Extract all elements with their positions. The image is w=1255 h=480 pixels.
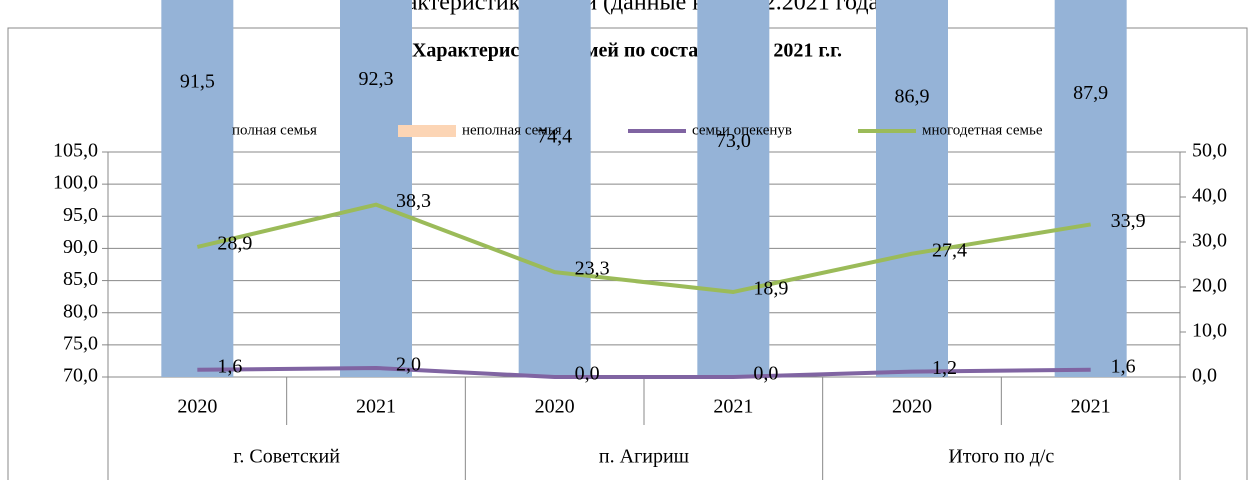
group-label: п. Агириш bbox=[599, 446, 690, 468]
bar bbox=[340, 0, 412, 377]
group-label: Итого по д/с bbox=[948, 446, 1054, 468]
line-value-label: 0,0 bbox=[575, 363, 600, 385]
y-tick-label: 70,0 bbox=[63, 365, 98, 387]
bar bbox=[518, 0, 591, 377]
x-tick-label: 2021 bbox=[356, 396, 396, 418]
x-tick-label: 2021 bbox=[713, 396, 753, 418]
bar-value-label: 74,4 bbox=[537, 125, 572, 147]
legend-label: неполная семья bbox=[462, 122, 562, 138]
line-value-label: 2,0 bbox=[396, 354, 421, 376]
y2-tick-label: 50,0 bbox=[1192, 140, 1227, 162]
line-value-label: 1,6 bbox=[217, 355, 242, 377]
line-value-label: 1,2 bbox=[932, 357, 957, 379]
y-tick-label: 95,0 bbox=[63, 204, 98, 226]
line-series bbox=[197, 366, 1091, 379]
y2-tick-label: 0,0 bbox=[1192, 365, 1217, 387]
legend-swatch bbox=[398, 125, 456, 137]
y2-tick-label: 40,0 bbox=[1192, 185, 1227, 207]
legend-label: многодетная семье bbox=[922, 122, 1043, 138]
y-tick-label: 105,0 bbox=[53, 140, 98, 162]
page-heading: Характеристика семей (данные на 31.12.20… bbox=[367, 0, 887, 16]
chart-title: Характеристика семей по составу 2020, 20… bbox=[412, 40, 842, 62]
line-value-label: 23,3 bbox=[575, 258, 610, 280]
x-tick-label: 2020 bbox=[892, 396, 932, 418]
bar-value-label: 91,5 bbox=[180, 70, 215, 92]
legend-label: полная семья bbox=[232, 122, 317, 138]
line-value-label: 1,6 bbox=[1111, 355, 1136, 377]
bar-value-label: 73,0 bbox=[716, 130, 751, 152]
y-tick-label: 90,0 bbox=[63, 236, 98, 258]
x-tick-label: 2021 bbox=[1071, 396, 1111, 418]
bar bbox=[876, 0, 948, 378]
line-value-label: 27,4 bbox=[932, 239, 967, 261]
legend-label: семьи опекенув bbox=[692, 122, 792, 138]
line-value-label: 38,3 bbox=[396, 190, 431, 212]
y-tick-label: 85,0 bbox=[63, 268, 98, 290]
bar bbox=[1054, 0, 1127, 377]
bar-value-label: 86,9 bbox=[895, 85, 930, 107]
y-tick-label: 100,0 bbox=[53, 172, 98, 194]
x-tick-label: 2020 bbox=[535, 396, 575, 418]
legend-swatch bbox=[168, 125, 226, 137]
group-label: г. Советский bbox=[233, 446, 340, 468]
y2-tick-label: 10,0 bbox=[1192, 320, 1227, 342]
bar bbox=[161, 0, 234, 378]
bar-value-label: 92,3 bbox=[359, 68, 394, 90]
line-value-label: 18,9 bbox=[753, 278, 788, 300]
line-value-label: 0,0 bbox=[753, 363, 778, 385]
line-value-label: 28,9 bbox=[217, 233, 252, 255]
line-series bbox=[196, 202, 1091, 294]
y2-tick-label: 20,0 bbox=[1192, 275, 1227, 297]
line-value-label: 33,9 bbox=[1111, 210, 1146, 232]
bar bbox=[697, 0, 770, 377]
y2-tick-label: 30,0 bbox=[1192, 230, 1227, 252]
x-tick-label: 2020 bbox=[177, 396, 217, 418]
y-tick-label: 75,0 bbox=[63, 332, 98, 354]
bar-value-label: 87,9 bbox=[1073, 82, 1108, 104]
y-tick-label: 80,0 bbox=[63, 300, 98, 322]
